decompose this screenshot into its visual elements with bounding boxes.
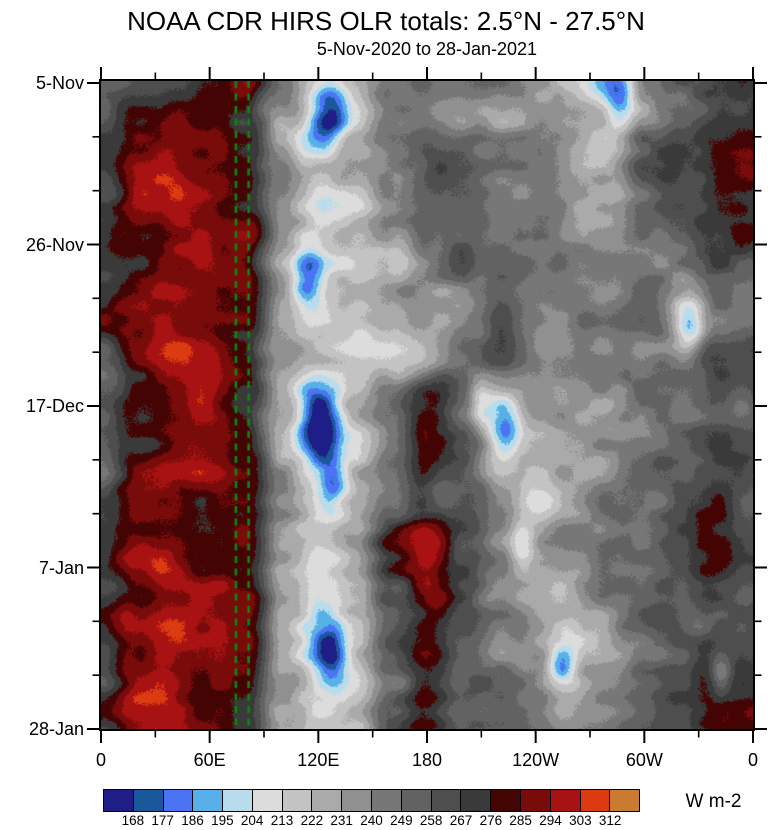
colorbar-cell: [282, 790, 313, 811]
colorbar-cell: [431, 790, 462, 811]
colorbar-tick-label: 240: [360, 813, 383, 828]
colorbar-tick-label: 267: [449, 813, 473, 828]
longitude-tick-label: 120E: [297, 750, 340, 770]
hovmoller-plot-frame: [99, 79, 755, 731]
longitude-tick-label: 0: [95, 750, 106, 770]
colorbar-cell: [133, 790, 164, 811]
units-label: W m-2: [685, 791, 742, 812]
colorbar-cell: [610, 790, 640, 811]
colorbar-tick-label: 258: [419, 813, 443, 828]
longitude-tick-label: 0: [747, 750, 758, 770]
colorbar-tick-label: 312: [598, 813, 622, 828]
colorbar-cell: [372, 790, 402, 811]
colorbar-tick-label: 231: [330, 813, 353, 828]
longitude-tick-label: 180: [411, 750, 443, 770]
colorbar-tick-label: 204: [240, 813, 264, 828]
page-title: NOAA CDR HIRS OLR totals: 2.5°N - 27.5°N: [127, 6, 645, 36]
colorbar-tick-label: 213: [270, 813, 294, 828]
colorbar-cell: [550, 790, 581, 811]
colorbar-cell: [461, 790, 492, 811]
longitude-tick-label: 120W: [512, 750, 560, 770]
colorbar-tick-label: 177: [151, 813, 174, 828]
colorbar-tick-label: 186: [181, 813, 204, 828]
time-tick-label: 17-Dec: [25, 396, 84, 416]
colorbar-cell: [342, 790, 373, 811]
colorbar-tick-label: 249: [390, 813, 413, 828]
olr-heatmap-canvas: [101, 81, 753, 729]
colorbar-cell: [491, 790, 521, 811]
longitude-tick-label: 60W: [625, 750, 663, 770]
colorbar-tick-label: 276: [479, 813, 503, 828]
colorbar-cell: [104, 790, 134, 811]
date-range-subtitle: 5-Nov-2020 to 28-Jan-2021: [316, 39, 538, 59]
colorbar-cell: [580, 790, 611, 811]
colorbar-cell: [163, 790, 194, 811]
time-tick-label: 5-Nov: [35, 73, 84, 93]
colorbar-tick-label: 303: [569, 813, 592, 828]
colorbar-cell: [312, 790, 343, 811]
time-tick-label: 28-Jan: [28, 719, 84, 739]
colorbar-tick-label: 195: [211, 813, 234, 828]
colorbar-cell: [520, 790, 551, 811]
colorbar-cell: [252, 790, 283, 811]
colorbar-cell: [401, 790, 432, 811]
colorbar-tick-label: 168: [121, 813, 145, 828]
colorbar-tick-label: 294: [539, 813, 562, 828]
time-tick-label: 26-Nov: [25, 234, 84, 255]
olr-colorbar: [103, 789, 640, 812]
colorbar-tick-label: 285: [509, 813, 532, 828]
colorbar-cell: [223, 790, 253, 811]
colorbar-tick-label: 222: [300, 813, 324, 828]
colorbar-cell: [193, 790, 224, 811]
longitude-tick-label: 60E: [193, 750, 226, 770]
time-tick-label: 7-Jan: [38, 557, 84, 578]
